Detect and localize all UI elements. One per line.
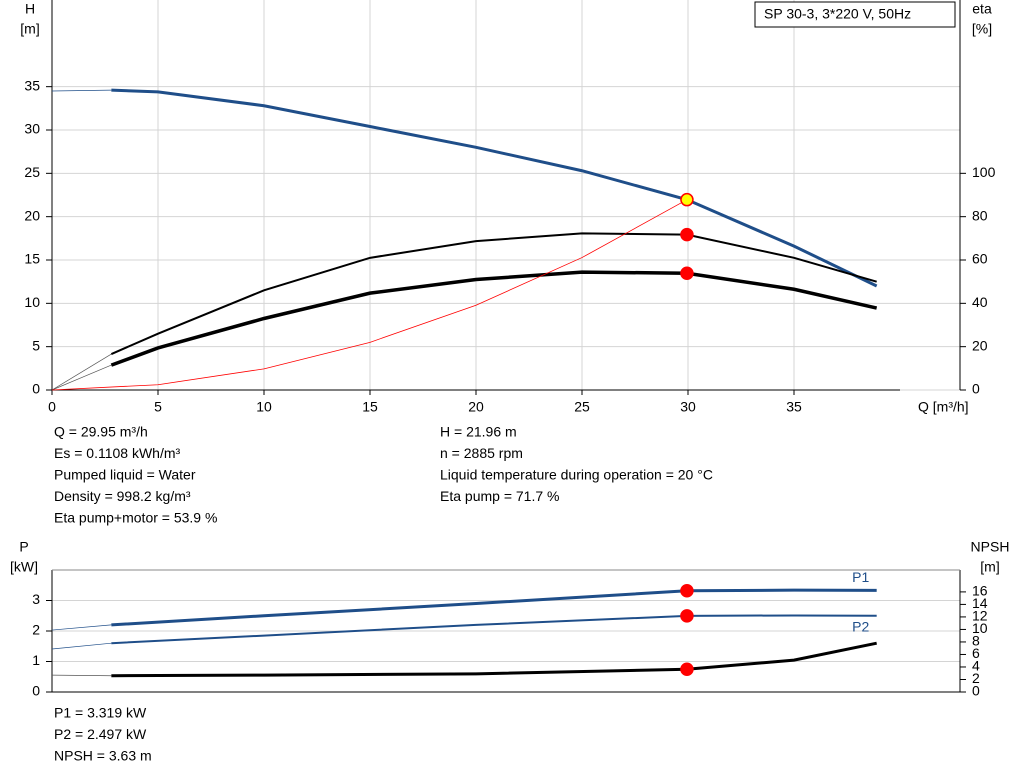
x-axis-label: Q [m³/h]: [918, 399, 969, 415]
x-tick-label: 35: [786, 399, 802, 415]
curve-label: P1: [852, 569, 869, 585]
info-line: NPSH = 3.63 m: [54, 748, 152, 764]
curve: [51, 624, 112, 631]
operating-point: [680, 609, 694, 623]
y-tick-label: 10: [24, 294, 40, 310]
y-tick-label: 35: [24, 77, 40, 93]
info-line: n = 2885 rpm: [440, 445, 523, 461]
y-axis-unit: [m]: [20, 21, 39, 37]
info-line: Q = 29.95 m³/h: [54, 424, 148, 440]
x-tick-label: 25: [574, 399, 590, 415]
y-tick-label: 20: [24, 207, 40, 223]
y-tick-label: 0: [32, 683, 40, 699]
curve: [51, 674, 112, 677]
y-axis-label: P: [19, 539, 28, 555]
y2-axis-unit: [m]: [980, 559, 999, 575]
chart-title: SP 30-3, 3*220 V, 50Hz: [764, 6, 911, 22]
y2-tick-label: 2: [972, 670, 980, 686]
operating-point: [680, 227, 694, 242]
y-axis-label: H: [25, 1, 35, 17]
y2-tick-label: 60: [972, 251, 988, 267]
curve: [111, 641, 877, 678]
info-line: P2 = 2.497 kW: [54, 726, 147, 742]
y-tick-label: 5: [32, 337, 40, 353]
operating-point: [680, 192, 694, 207]
curve: [51, 199, 688, 391]
curve: [51, 89, 112, 92]
curve: [51, 642, 112, 650]
y-tick-label: 15: [24, 251, 40, 267]
y2-axis-label: NPSH: [971, 539, 1010, 555]
info-line: Eta pump+motor = 53.9 %: [54, 510, 217, 526]
y2-tick-label: 6: [972, 645, 980, 661]
y2-tick-label: 80: [972, 207, 988, 223]
y-axis-unit: [kW]: [10, 559, 38, 575]
y2-tick-label: 0: [972, 381, 980, 397]
curve: [111, 88, 878, 288]
x-tick-label: 20: [468, 399, 484, 415]
y-tick-label: 25: [24, 164, 40, 180]
y2-tick-label: 12: [972, 608, 988, 624]
x-tick-label: 15: [362, 399, 378, 415]
x-tick-label: 30: [680, 399, 696, 415]
curve: [111, 588, 877, 627]
title-box: [754, 1, 956, 28]
y2-tick-label: 0: [972, 683, 980, 699]
curve: [111, 614, 877, 645]
y2-tick-label: 40: [972, 294, 988, 310]
y2-tick-label: 8: [972, 633, 980, 649]
info-line: Pumped liquid = Water: [54, 467, 196, 483]
info-line: H = 21.96 m: [440, 424, 517, 440]
y2-axis-unit: [%]: [972, 21, 992, 37]
x-tick-label: 5: [154, 399, 162, 415]
info-line: Density = 998.2 kg/m³: [54, 488, 191, 504]
y-tick-label: 30: [24, 121, 40, 137]
curve: [110, 270, 878, 367]
y-tick-label: 2: [32, 622, 40, 638]
curve: [51, 353, 112, 391]
info-line: Liquid temperature during operation = 20…: [440, 467, 713, 483]
y2-tick-label: 16: [972, 583, 988, 599]
x-tick-label: 0: [48, 399, 56, 415]
curve: [51, 364, 112, 391]
curve-label: P2: [852, 618, 869, 634]
y2-tick-label: 4: [972, 658, 980, 674]
info-line: Eta pump = 71.7 %: [440, 488, 559, 504]
y2-axis-label: eta: [972, 1, 992, 17]
info-line: Es = 0.1108 kWh/m³: [54, 445, 181, 461]
y2-tick-label: 14: [972, 595, 988, 611]
y-tick-label: 1: [32, 652, 40, 668]
operating-point: [680, 584, 694, 598]
y2-tick-label: 20: [972, 337, 988, 353]
y-tick-label: 0: [32, 381, 40, 397]
y-tick-label: 3: [32, 591, 40, 607]
y2-tick-label: 100: [972, 164, 996, 180]
curve: [110, 232, 877, 355]
operating-point: [680, 266, 694, 280]
y2-tick-label: 10: [972, 620, 988, 636]
operating-point: [680, 662, 694, 677]
info-line: P1 = 3.319 kW: [54, 705, 147, 721]
x-tick-label: 10: [256, 399, 272, 415]
